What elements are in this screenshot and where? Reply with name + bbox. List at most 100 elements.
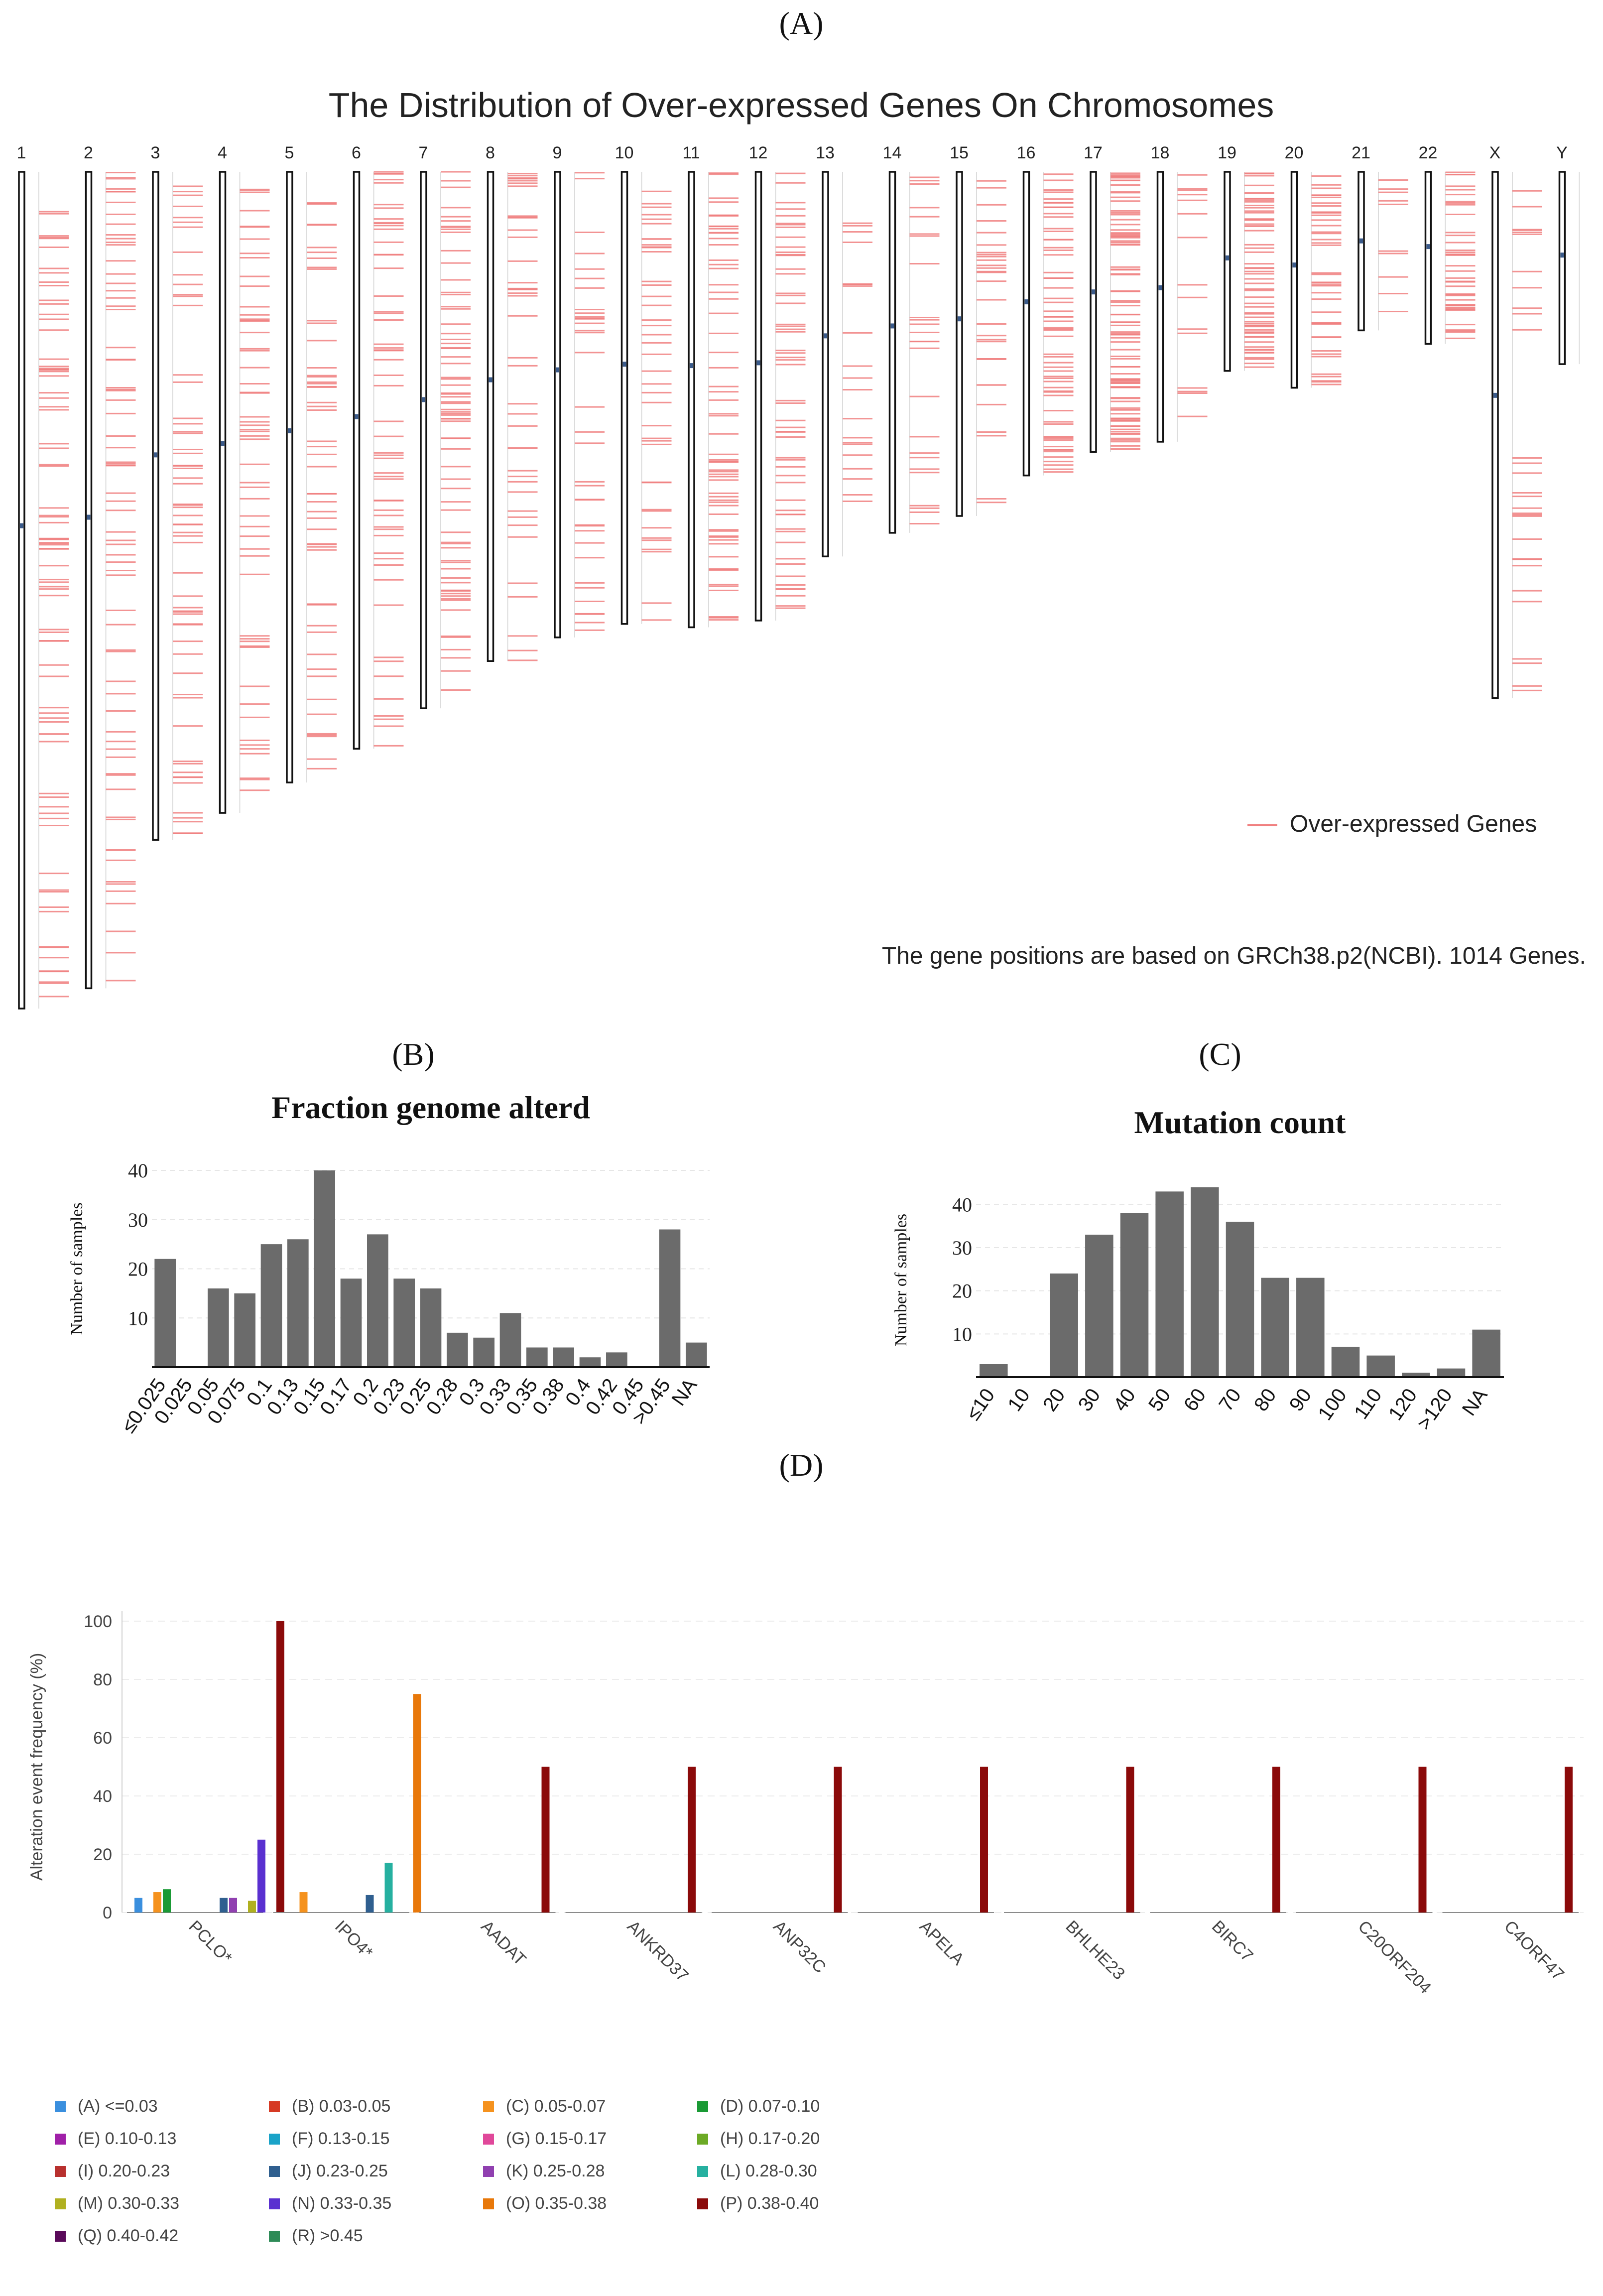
centromere-marker: [221, 441, 225, 446]
legend-label: (E) 0.10-0.13: [78, 2129, 177, 2148]
chromosome-bar: [420, 171, 427, 709]
bar: [606, 1352, 627, 1367]
legend-swatch: [55, 2198, 66, 2209]
legend-item[interactable]: (A) <=0.03: [55, 2097, 269, 2116]
bar: [276, 1621, 284, 1913]
chromosome-bar: [754, 171, 762, 622]
chromosome-label: 16: [1017, 143, 1036, 162]
bar: [340, 1278, 362, 1367]
legend-item[interactable]: (L) 0.28-0.30: [697, 2162, 911, 2181]
legend-label: (I) 0.20-0.23: [78, 2162, 170, 2180]
y-tick-label: 20: [128, 1258, 148, 1280]
legend-label: (B) 0.03-0.05: [292, 2097, 391, 2116]
legend-item[interactable]: (I) 0.20-0.23: [55, 2162, 269, 2181]
y-tick-label: 10: [128, 1307, 148, 1329]
legend-item[interactable]: (C) 0.05-0.07: [483, 2097, 697, 2116]
chromosome-label: 19: [1218, 143, 1236, 162]
legend-item[interactable]: (D) 0.07-0.10: [697, 2097, 911, 2116]
chromosome-label: 13: [816, 143, 835, 162]
chromosome-bar: [554, 171, 561, 638]
chromosome-label: 3: [151, 143, 160, 162]
bar: [686, 1342, 707, 1367]
y-tick-label: 40: [93, 1787, 112, 1806]
y-tick-label: 20: [93, 1845, 112, 1864]
y-tick-label: 10: [952, 1323, 972, 1345]
x-tick-label: PCLO*: [185, 1917, 236, 1968]
chromosome-label: 9: [553, 143, 562, 162]
bar: [314, 1170, 335, 1367]
legend-item[interactable]: (K) 0.25-0.28: [483, 2162, 697, 2181]
bar: [1085, 1235, 1113, 1377]
y-tick-label: 20: [952, 1280, 972, 1302]
legend-item[interactable]: (B) 0.03-0.05: [269, 2097, 483, 2116]
x-tick-label: 90: [1285, 1385, 1316, 1415]
bar: [499, 1313, 521, 1367]
bar: [688, 1767, 696, 1913]
x-tick-label: 100: [1314, 1385, 1351, 1424]
legend-item[interactable]: (J) 0.23-0.25: [269, 2162, 483, 2181]
chromosome-label: 17: [1084, 143, 1103, 162]
chromosome-bar: [152, 171, 159, 841]
legend-item[interactable]: (E) 0.10-0.13: [55, 2129, 269, 2149]
bar: [208, 1288, 229, 1367]
legend-swatch: [55, 2101, 66, 2112]
chromosome-label: Y: [1556, 143, 1568, 162]
centromere-marker: [556, 367, 559, 373]
bar: [229, 1898, 237, 1913]
legend-item[interactable]: (G) 0.15-0.17: [483, 2129, 697, 2149]
legend-item[interactable]: (M) 0.30-0.33: [55, 2194, 269, 2213]
chart-title: Fraction genome alterd: [271, 1090, 590, 1125]
x-tick-label: C4ORF47: [1500, 1917, 1568, 1984]
legend-item[interactable]: (P) 0.38-0.40: [697, 2194, 911, 2213]
y-tick-label: 40: [952, 1193, 972, 1216]
centromere-marker: [1292, 262, 1296, 268]
legend-swatch: [483, 2133, 494, 2145]
y-tick-label: 60: [93, 1729, 112, 1748]
x-tick-label: 70: [1215, 1385, 1245, 1415]
chromosome-label: 20: [1285, 143, 1304, 162]
bar: [1226, 1222, 1254, 1377]
chromosome-bar: [487, 171, 494, 662]
chromosome-bar: [1090, 171, 1097, 453]
legend-item[interactable]: (R) >0.45: [269, 2226, 483, 2246]
chromosome-bar: [822, 171, 829, 558]
x-tick-label: 10: [1003, 1385, 1034, 1415]
legend-swatch: [483, 2198, 494, 2209]
centromere-marker: [1560, 253, 1564, 258]
ideogram-title: The Distribution of Over-expressed Genes…: [329, 86, 1274, 125]
y-tick-label: 30: [128, 1209, 148, 1231]
chromosome-label: 22: [1419, 143, 1438, 162]
centromere-marker: [1158, 285, 1162, 290]
x-tick-label: 50: [1144, 1385, 1175, 1415]
bar: [220, 1898, 228, 1913]
chromosome-label: 18: [1151, 143, 1170, 162]
y-axis-title: Number of samples: [68, 1202, 86, 1335]
legend-item[interactable]: (O) 0.35-0.38: [483, 2194, 697, 2213]
chromosome-bar: [1491, 171, 1499, 699]
centromere-marker: [288, 428, 291, 433]
chromosome-label: 5: [285, 143, 294, 162]
legend-item[interactable]: (Q) 0.40-0.42: [55, 2226, 269, 2246]
bar: [1261, 1277, 1289, 1377]
legend-item[interactable]: (F) 0.13-0.15: [269, 2129, 483, 2149]
centromere-marker: [1226, 255, 1229, 260]
bar: [1402, 1373, 1430, 1377]
legend-item[interactable]: (N) 0.33-0.35: [269, 2194, 483, 2213]
y-tick-label: 100: [84, 1612, 112, 1631]
chromosome-bar: [1558, 171, 1566, 365]
legend-swatch: [697, 2101, 708, 2112]
legend-swatch: [269, 2101, 280, 2112]
legend-item[interactable]: (H) 0.17-0.20: [697, 2129, 911, 2149]
centromere-marker: [154, 452, 157, 458]
chromosome-bar: [1022, 171, 1030, 477]
legend-swatch: [269, 2133, 280, 2145]
y-tick-label: 80: [93, 1670, 112, 1689]
legend-label: (R) >0.45: [292, 2226, 363, 2245]
legend-swatch: [697, 2133, 708, 2145]
legend-label: (N) 0.33-0.35: [292, 2194, 392, 2213]
panel-d-label: (D): [779, 1447, 824, 1483]
chromosome-ideogram: The Distribution of Over-expressed Genes…: [17, 86, 1586, 1010]
legend-swatch: [483, 2166, 494, 2177]
bar: [980, 1767, 988, 1913]
x-tick-label: ANKRD37: [623, 1917, 692, 1986]
